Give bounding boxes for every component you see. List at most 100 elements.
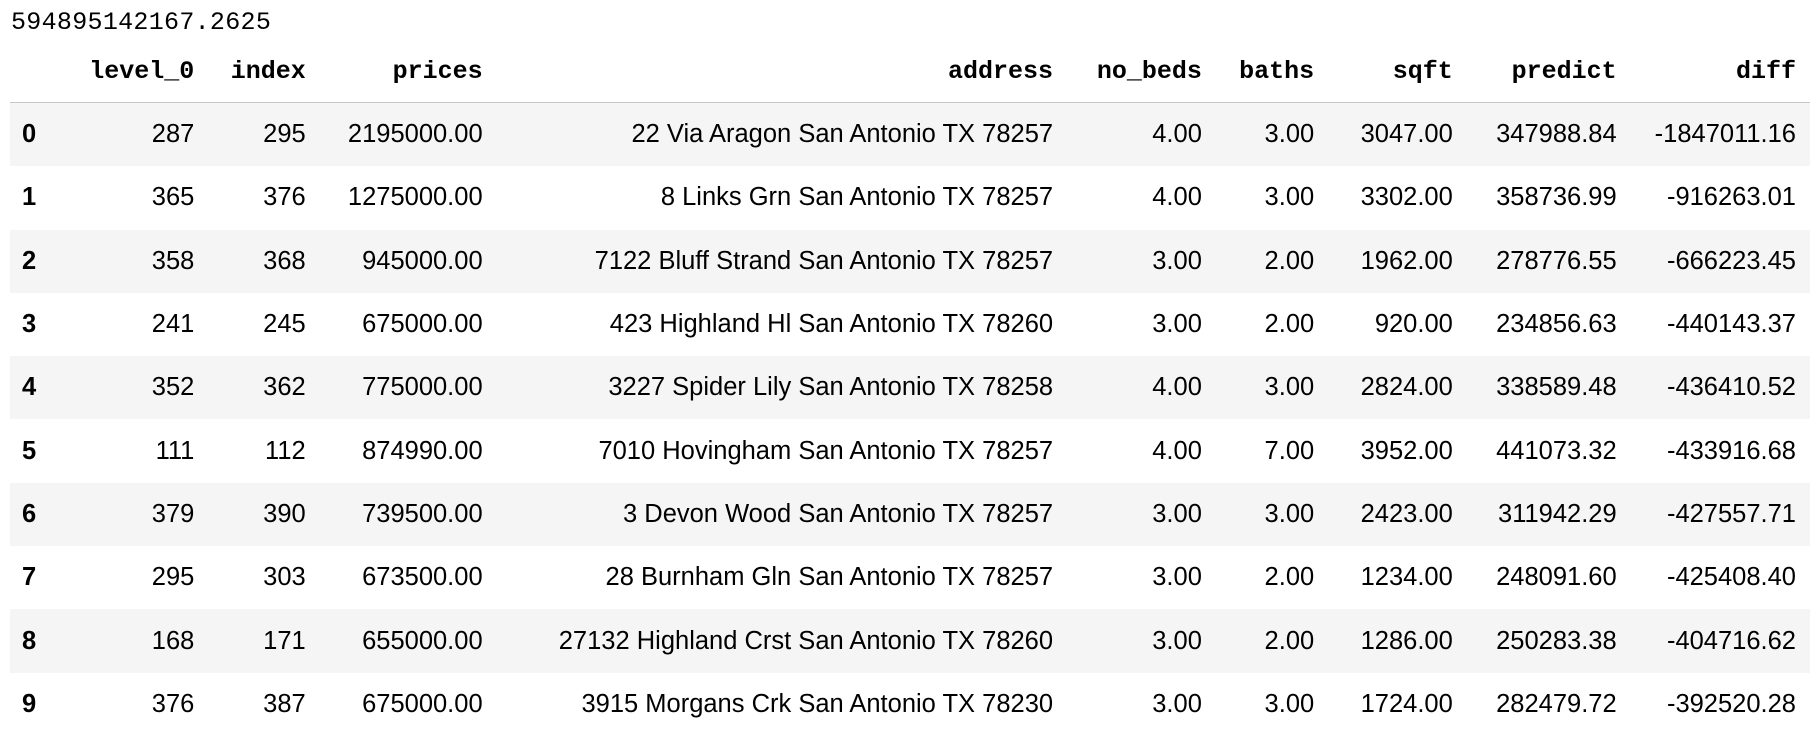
- table-row: 5 111 112 874990.00 7010 Hovingham San Anton…: [10, 419, 1810, 483]
- sqft-cell: 2824.00: [1360, 373, 1453, 402]
- row-index-cell: 9: [22, 689, 37, 718]
- column-header-address: address: [496, 41, 1068, 103]
- index-cell: 303: [263, 563, 306, 592]
- address-cell: 3 Devon Wood San Antonio TX 78257: [623, 499, 1054, 528]
- index-cell: 171: [263, 626, 306, 655]
- predict-cell: 278776.55: [1496, 246, 1617, 275]
- row-index-cell: 7: [22, 563, 37, 592]
- column-header-prices: prices: [319, 41, 497, 103]
- prices-cell: 1275000.00: [347, 183, 483, 212]
- column-header-no-beds: no_beds: [1067, 41, 1216, 103]
- index-cell: 112: [265, 436, 306, 465]
- table-header: level_0 index prices address no_beds bat…: [10, 41, 1810, 103]
- dataframe-table: level_0 index prices address no_beds bat…: [10, 41, 1810, 736]
- level-0-cell: 379: [151, 499, 195, 528]
- row-index-cell: 8: [22, 626, 37, 655]
- level-0-cell: 376: [151, 689, 195, 718]
- predict-cell: 311942.29: [1498, 499, 1617, 528]
- diff-cell: -425408.40: [1666, 563, 1796, 592]
- row-index-cell: 2: [22, 246, 37, 275]
- sqft-cell: 2423.00: [1360, 499, 1453, 528]
- table-row: 0 287 295 2195000.00 22 Via Aragon San Anton…: [10, 102, 1810, 167]
- sqft-cell: 920.00: [1374, 310, 1453, 339]
- level-0-cell: 168: [151, 626, 195, 655]
- level-0-cell: 287: [151, 120, 195, 149]
- no-beds-cell: 3.00: [1152, 499, 1202, 528]
- table-body: 0 287 295 2195000.00 22 Via Aragon San Anton…: [10, 102, 1810, 736]
- level-0-cell: 295: [151, 563, 195, 592]
- baths-cell: 3.00: [1264, 373, 1315, 402]
- row-index-cell: 6: [22, 499, 37, 528]
- level-0-cell: 358: [151, 246, 195, 275]
- diff-cell: -916263.01: [1666, 183, 1796, 212]
- diff-cell: -427557.71: [1666, 499, 1796, 528]
- no-beds-cell: 3.00: [1152, 626, 1202, 655]
- baths-cell: 2.00: [1264, 563, 1315, 592]
- table-row: 4 352 362 775000.00 3227 Spider Lily San Ant…: [10, 356, 1810, 420]
- index-cell: 368: [263, 246, 306, 275]
- index-cell: 387: [263, 689, 306, 718]
- cell-output-value: 594895142167.2625: [11, 8, 272, 37]
- predict-cell: 282479.72: [1496, 689, 1617, 718]
- prices-cell: 675000.00: [362, 689, 483, 718]
- address-cell: 8 Links Grn San Antonio TX 78257: [660, 183, 1054, 212]
- table-row: 9 376 387 675000.00 3915 Morgans Crk San Ant…: [10, 672, 1810, 736]
- sqft-cell: 3952.00: [1360, 436, 1453, 465]
- no-beds-cell: 3.00: [1152, 563, 1202, 592]
- column-header-level-0: level_0: [50, 41, 209, 103]
- table-row: 7 295 303 673500.00 28 Burnham Gln San Anton…: [10, 546, 1810, 610]
- baths-cell: 7.00: [1264, 436, 1315, 465]
- index-cell: 362: [263, 373, 306, 402]
- index-cell: 295: [263, 120, 306, 149]
- sqft-cell: 1286.00: [1360, 626, 1453, 655]
- sqft-cell: 1962.00: [1360, 246, 1453, 275]
- baths-cell: 2.00: [1264, 626, 1315, 655]
- sqft-cell: 1234.00: [1360, 563, 1453, 592]
- diff-cell: -404716.62: [1666, 626, 1796, 655]
- diff-cell: -440143.37: [1666, 310, 1796, 339]
- predict-cell: 248091.60: [1496, 563, 1617, 592]
- baths-cell: 2.00: [1264, 310, 1315, 339]
- column-header-baths: baths: [1215, 41, 1329, 103]
- level-0-cell: 352: [151, 373, 195, 402]
- index-cell: 376: [263, 183, 306, 212]
- prices-cell: 673500.00: [362, 563, 483, 592]
- level-0-cell: 111: [155, 436, 195, 465]
- sqft-cell: 3302.00: [1360, 183, 1453, 212]
- no-beds-cell: 3.00: [1152, 689, 1202, 718]
- level-0-cell: 241: [151, 310, 195, 339]
- diff-cell: -1847011.16: [1654, 120, 1796, 149]
- address-cell: 28 Burnham Gln San Antonio TX 78257: [605, 563, 1054, 592]
- predict-cell: 338589.48: [1496, 373, 1617, 402]
- prices-cell: 2195000.00: [347, 120, 483, 149]
- prices-cell: 945000.00: [362, 246, 483, 275]
- predict-cell: 441073.32: [1496, 436, 1617, 465]
- baths-cell: 2.00: [1264, 246, 1315, 275]
- column-header-diff: diff: [1630, 41, 1810, 103]
- sqft-cell: 1724.00: [1360, 689, 1453, 718]
- header-row: level_0 index prices address no_beds bat…: [10, 41, 1810, 103]
- predict-cell: 358736.99: [1496, 183, 1617, 212]
- no-beds-cell: 4.00: [1152, 373, 1202, 402]
- prices-cell: 775000.00: [362, 373, 483, 402]
- row-index-cell: 0: [22, 120, 37, 149]
- row-index-cell: 3: [22, 310, 37, 339]
- prices-cell: 739500.00: [362, 499, 483, 528]
- sqft-cell: 3047.00: [1360, 120, 1453, 149]
- diff-cell: -436410.52: [1666, 373, 1796, 402]
- address-cell: 22 Via Aragon San Antonio TX 78257: [631, 120, 1054, 149]
- column-header-sqft: sqft: [1328, 41, 1467, 103]
- no-beds-cell: 3.00: [1152, 246, 1202, 275]
- table-row: 3 241 245 675000.00 423 Highland Hl San Anto…: [10, 292, 1810, 357]
- address-cell: 423 Highland Hl San Antonio TX 78260: [609, 310, 1054, 339]
- table-row: 6 379 390 739500.00 3 Devon Wood San Antonio…: [10, 482, 1810, 547]
- baths-cell: 3.00: [1264, 689, 1315, 718]
- no-beds-cell: 4.00: [1152, 183, 1202, 212]
- row-index-cell: 1: [22, 183, 37, 212]
- address-cell: 7010 Hovingham San Antonio TX 78257: [598, 436, 1054, 465]
- index-cell: 245: [263, 310, 306, 339]
- column-header-predict: predict: [1466, 41, 1631, 103]
- baths-cell: 3.00: [1264, 183, 1315, 212]
- row-index-cell: 4: [22, 373, 37, 402]
- predict-cell: 234856.63: [1496, 310, 1617, 339]
